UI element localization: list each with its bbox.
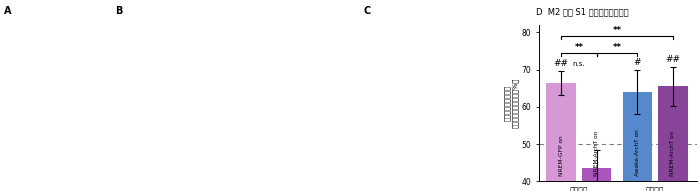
Text: D  M2 から S1 への投射を光抑制: D M2 から S1 への投射を光抑制 [536,8,628,17]
Text: Awake-ArchT on: Awake-ArchT on [635,129,640,176]
Bar [623,92,652,191]
Bar [547,83,576,191]
Text: **: ** [612,26,622,35]
Text: #: # [634,58,641,67]
Text: A: A [4,6,11,16]
Text: NREM-GFP on: NREM-GFP on [559,135,564,176]
Bar [658,86,687,191]
Bar [582,168,611,191]
Text: NREM-ArchT on: NREM-ArchT on [671,131,676,176]
Text: NREM-ArchT on: NREM-ArchT on [594,131,599,176]
Text: **: ** [575,43,583,52]
Text: ##: ## [554,59,568,68]
Y-axis label: テスト期間における
物体探索時間の割り（%）: テスト期間における 物体探索時間の割り（%） [504,78,519,128]
Text: B: B [116,6,123,16]
Text: n.s.: n.s. [573,61,585,67]
Text: **: ** [612,43,622,52]
Text: C: C [364,6,371,16]
Text: ##: ## [666,55,680,64]
